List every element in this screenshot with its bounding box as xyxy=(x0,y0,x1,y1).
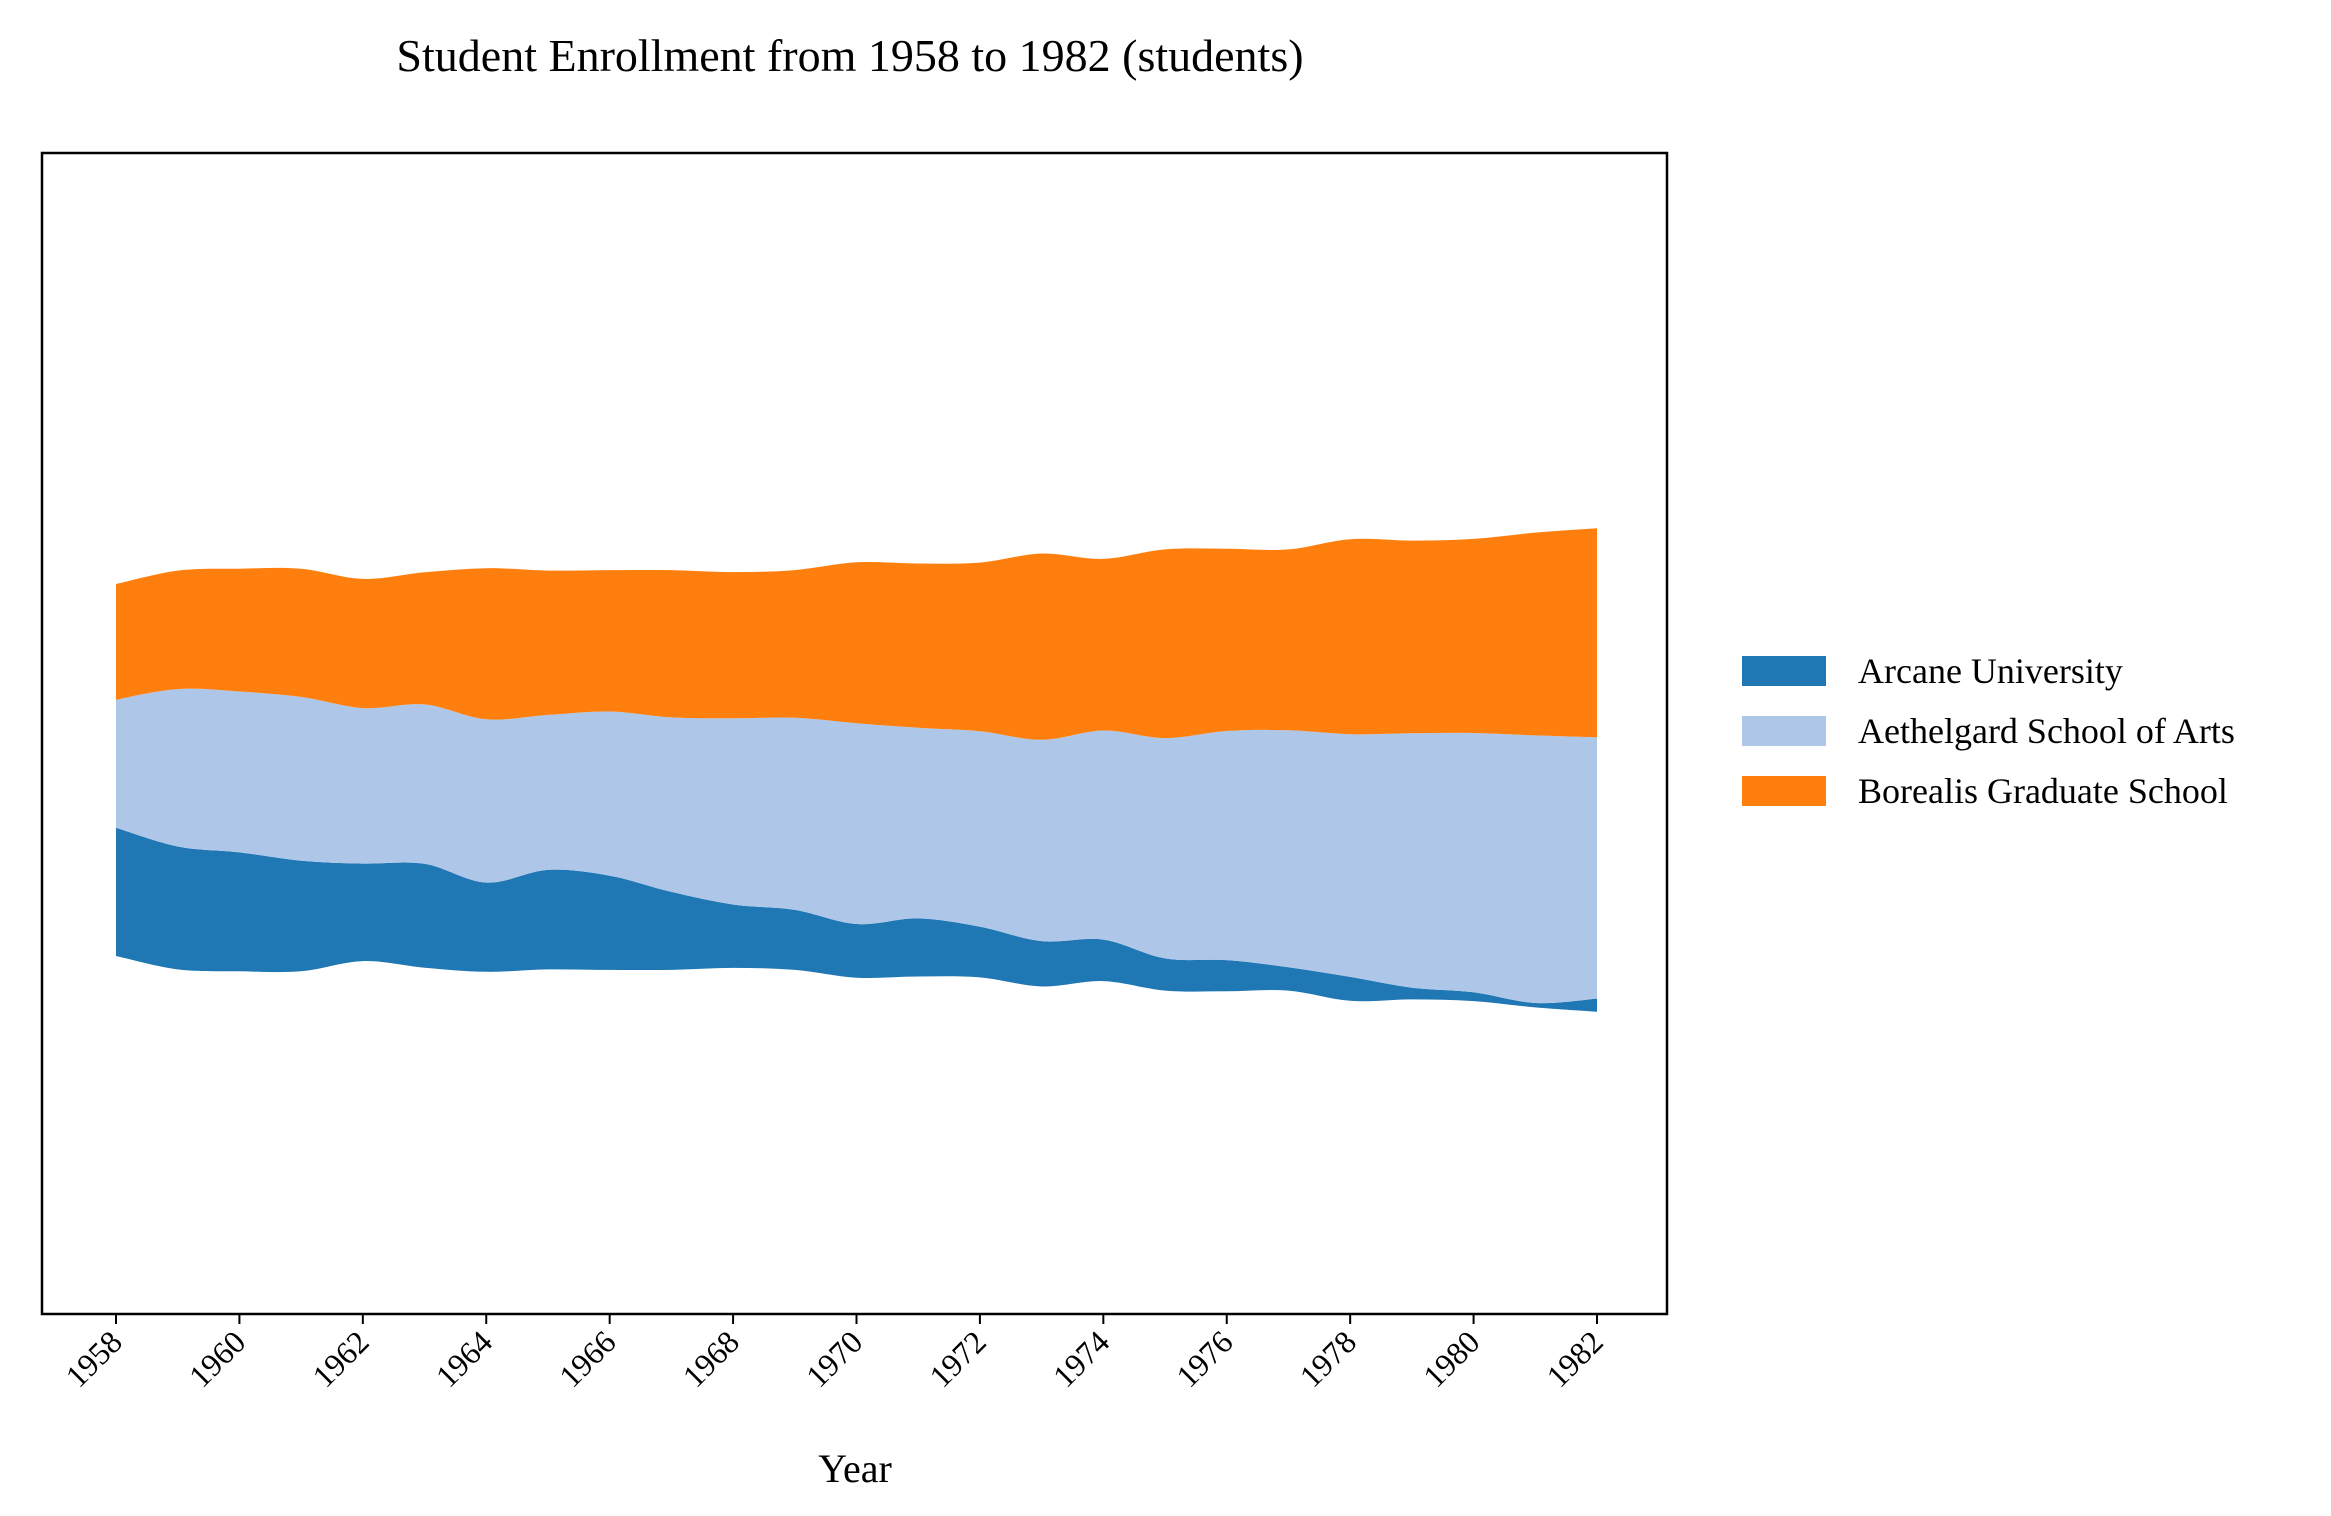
x-axis: 1958 1960 1962 1964 1966 1968 1970 1972 1974 1976… xyxy=(58,1314,1610,1394)
x-tick-label-1962: 1962 xyxy=(305,1323,376,1394)
x-tick-label-1974: 1974 xyxy=(1046,1323,1117,1394)
x-tick-label-1964: 1964 xyxy=(428,1323,499,1394)
stream-area-borealis-graduate-school xyxy=(116,528,1597,740)
x-tick-label-1982: 1982 xyxy=(1539,1323,1610,1394)
chart-title: Student Enrollment from 1958 to 1982 (st… xyxy=(396,30,1303,81)
legend-swatch-aethelgard-school-of-arts xyxy=(1742,716,1826,746)
stream-areas xyxy=(116,528,1597,1012)
legend-label-arcane-university: Arcane University xyxy=(1858,651,2123,691)
x-tick-label-1972: 1972 xyxy=(922,1323,993,1394)
plot-frame xyxy=(40,151,1669,1316)
x-tick-label-1976: 1976 xyxy=(1169,1323,1240,1394)
legend: Arcane University Aethelgard School of Ar… xyxy=(1742,651,2235,811)
x-tick-label-1966: 1966 xyxy=(552,1323,623,1394)
stream-area-aethelgard-school-of-arts xyxy=(116,688,1597,1004)
x-tick-label-1968: 1968 xyxy=(675,1323,746,1394)
legend-swatch-arcane-university xyxy=(1742,656,1826,686)
legend-swatch-borealis-graduate-school xyxy=(1742,776,1826,806)
stream-area-arcane-university xyxy=(116,827,1597,1012)
x-tick-label-1958: 1958 xyxy=(58,1323,129,1394)
x-tick-label-1970: 1970 xyxy=(799,1323,870,1394)
x-tick-label-1960: 1960 xyxy=(182,1323,253,1394)
legend-label-aethelgard-school-of-arts: Aethelgard School of Arts xyxy=(1858,711,2235,751)
x-tick-label-1980: 1980 xyxy=(1416,1323,1487,1394)
x-tick-label-1978: 1978 xyxy=(1292,1323,1363,1394)
x-axis-label: Year xyxy=(818,1446,892,1491)
legend-label-borealis-graduate-school: Borealis Graduate School xyxy=(1858,771,2228,811)
